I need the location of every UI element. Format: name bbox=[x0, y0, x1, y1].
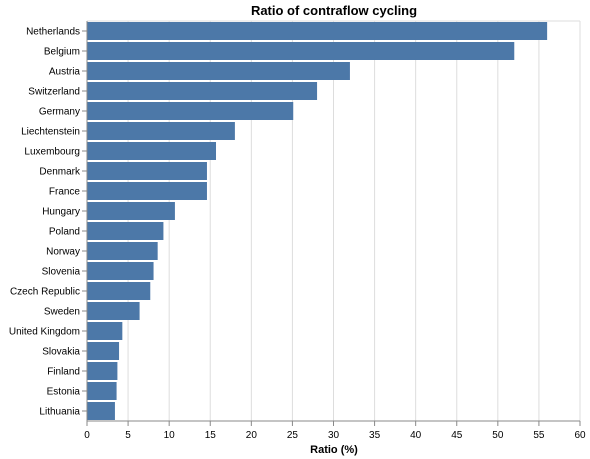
x-tick-label: 20 bbox=[246, 430, 258, 441]
bar bbox=[87, 62, 350, 80]
bar bbox=[87, 302, 140, 320]
x-tick-label: 45 bbox=[451, 430, 463, 441]
x-tick-label: 15 bbox=[205, 430, 217, 441]
x-tick-label: 50 bbox=[492, 430, 504, 441]
y-tick-label: Liechtenstein bbox=[21, 127, 80, 138]
y-tick-label: Luxembourg bbox=[24, 147, 80, 158]
y-tick-label: Sweden bbox=[44, 307, 80, 318]
bar bbox=[87, 122, 235, 140]
bar bbox=[87, 162, 207, 180]
y-tick-label: Netherlands bbox=[26, 27, 80, 38]
x-axis: 0 5 10 15 20 25 30 35 40 45 50 55 60 bbox=[84, 420, 586, 441]
y-tick-label: Germany bbox=[39, 107, 80, 118]
y-tick-label: Slovakia bbox=[42, 347, 80, 358]
bar bbox=[87, 182, 207, 200]
x-tick-label: 60 bbox=[574, 430, 586, 441]
bar bbox=[87, 222, 164, 240]
y-tick-label: France bbox=[49, 187, 81, 198]
x-tick-label: 10 bbox=[164, 430, 176, 441]
y-tick-label: Belgium bbox=[44, 47, 80, 58]
x-axis-title: Ratio (%) bbox=[310, 444, 358, 456]
y-tick-label: Hungary bbox=[42, 207, 80, 218]
y-tick-label: Finland bbox=[47, 367, 80, 378]
bar bbox=[87, 282, 151, 300]
bar bbox=[87, 322, 123, 340]
bar bbox=[87, 42, 515, 60]
y-axis: Netherlands Belgium Austria Switzerland Germ… bbox=[9, 21, 88, 421]
x-tick-label: 35 bbox=[369, 430, 381, 441]
bar bbox=[87, 202, 175, 220]
bar bbox=[87, 242, 158, 260]
y-tick-label: Norway bbox=[46, 247, 80, 258]
x-tick-label: 0 bbox=[84, 430, 90, 441]
bar bbox=[87, 142, 217, 160]
y-tick-label: Lithuania bbox=[39, 407, 80, 418]
x-tick-label: 30 bbox=[328, 430, 340, 441]
gridlines bbox=[86, 20, 581, 421]
x-tick-label: 40 bbox=[410, 430, 422, 441]
bars bbox=[87, 22, 548, 420]
y-tick-label: Estonia bbox=[47, 387, 81, 398]
bar bbox=[87, 402, 115, 420]
x-tick-label: 5 bbox=[125, 430, 131, 441]
bar bbox=[87, 22, 548, 40]
bar bbox=[87, 262, 154, 280]
x-tick-label: 55 bbox=[533, 430, 545, 441]
chart-title: Ratio of contraflow cycling bbox=[251, 3, 417, 18]
bar bbox=[87, 382, 117, 400]
bar bbox=[87, 102, 294, 120]
bar bbox=[87, 362, 118, 380]
y-tick-label: Czech Republic bbox=[10, 287, 80, 298]
y-tick-label: Denmark bbox=[39, 167, 81, 178]
y-tick-label: Slovenia bbox=[42, 267, 81, 278]
x-tick-label: 25 bbox=[287, 430, 299, 441]
y-tick-label: Austria bbox=[49, 67, 81, 78]
y-tick-label: Poland bbox=[49, 227, 80, 238]
bar bbox=[87, 82, 318, 100]
y-tick-label: United Kingdom bbox=[9, 327, 80, 338]
bar bbox=[87, 342, 120, 360]
y-tick-label: Switzerland bbox=[28, 87, 80, 98]
